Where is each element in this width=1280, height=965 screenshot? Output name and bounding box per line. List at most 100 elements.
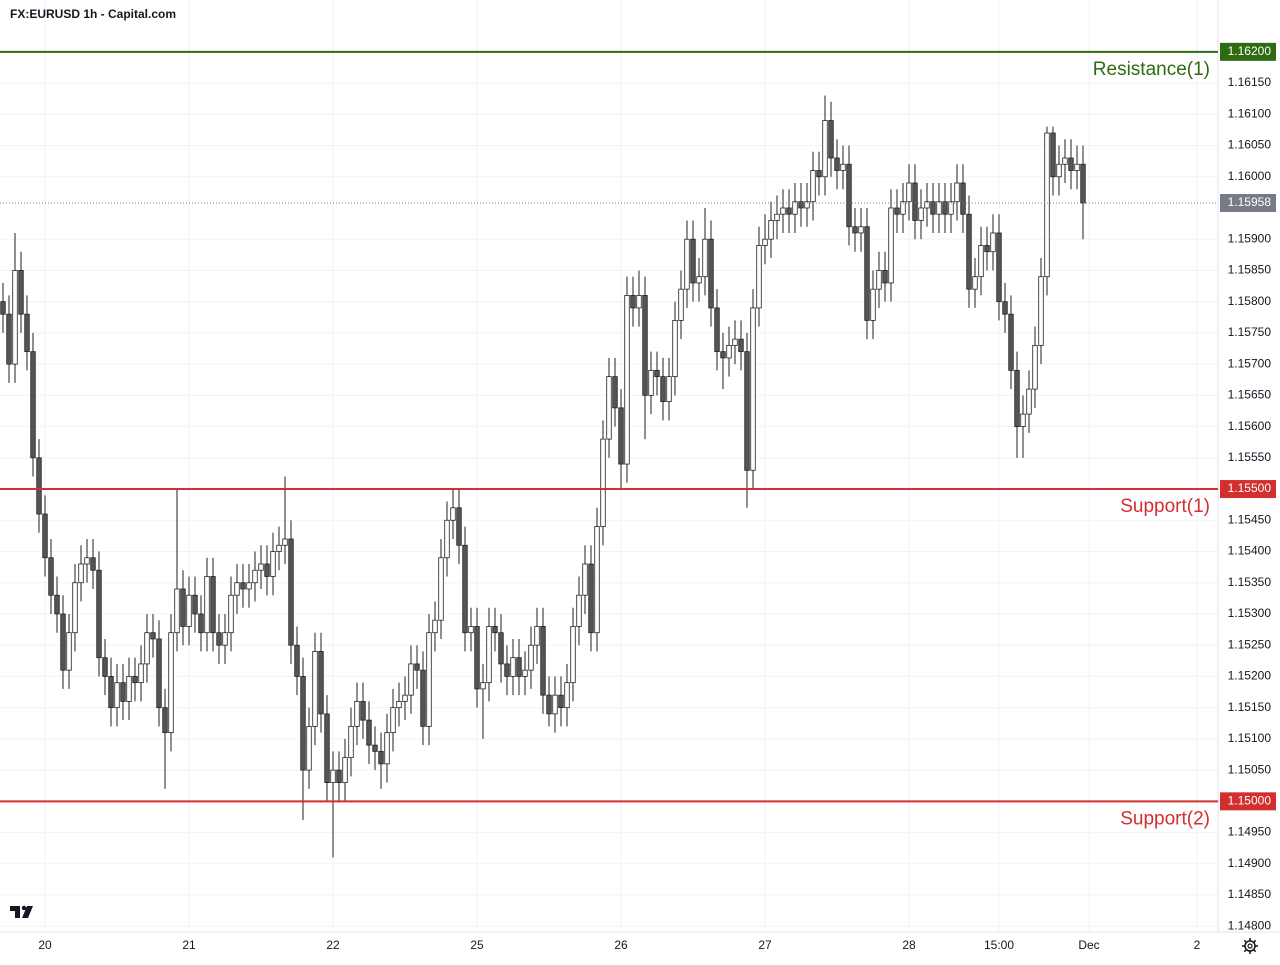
candle-body [198, 613, 204, 634]
candle-body [504, 663, 510, 677]
y-tick-label: 1.15100 [1228, 731, 1272, 745]
candle-body [762, 238, 768, 246]
y-tick-label: 1.14850 [1228, 887, 1272, 901]
y-tick-label: 1.14950 [1228, 825, 1272, 839]
candle-body [924, 201, 930, 209]
y-tick-label: 1.16050 [1228, 138, 1272, 152]
candle-body [1014, 369, 1020, 427]
candle-body [1026, 388, 1032, 415]
candle-body [30, 351, 36, 459]
candle-body [390, 707, 396, 734]
y-tick-label: 1.15050 [1228, 762, 1272, 776]
x-tick-label: 22 [326, 938, 340, 952]
candle-body [768, 220, 774, 240]
level-name: Resistance(1) [1093, 59, 1210, 80]
y-tick-label: 1.15400 [1228, 544, 1272, 558]
candle-body [582, 563, 588, 596]
candle-body [588, 563, 594, 634]
candle-body [600, 438, 606, 527]
candle-body [396, 701, 402, 709]
settings-icon[interactable] [1242, 938, 1258, 954]
candle-body [888, 207, 894, 284]
candle-body [360, 701, 366, 721]
candle-body [738, 338, 744, 353]
candle-body [636, 295, 642, 309]
candle-body [240, 582, 246, 590]
candle-body [60, 613, 66, 671]
y-tick-label: 1.15850 [1228, 263, 1272, 277]
candle-body [144, 632, 150, 665]
gear-hub [1247, 943, 1253, 949]
candle-body [954, 182, 960, 203]
candle-body [384, 732, 390, 765]
candle-body [42, 513, 48, 559]
candle-body [174, 588, 180, 634]
candle-body [1008, 313, 1014, 371]
candle-body [750, 307, 756, 471]
candle-body [780, 207, 786, 215]
y-tick-label: 1.15200 [1228, 669, 1272, 683]
candle-body [252, 569, 258, 584]
candle-body [882, 270, 888, 284]
level-badge [1220, 792, 1276, 811]
candle-body [948, 201, 954, 215]
candle-body [348, 725, 354, 759]
candle-body [156, 638, 162, 709]
candle-body [132, 676, 138, 684]
candle-body [696, 276, 702, 284]
x-tick-label: 25 [470, 938, 484, 952]
candle-body [18, 270, 24, 315]
candle-body [1068, 157, 1074, 171]
candle-body [516, 657, 522, 677]
candle-body [816, 170, 822, 178]
candle-body [294, 644, 300, 677]
candle-body [444, 519, 450, 559]
candle-body [570, 626, 576, 684]
x-tick-label: 26 [614, 938, 628, 952]
candle-body [894, 207, 900, 215]
candle-body [522, 669, 528, 677]
candle-body [804, 201, 810, 209]
candle-body [78, 563, 84, 584]
candle-body [282, 538, 288, 546]
candle-body [318, 651, 324, 715]
candle-body [1044, 132, 1050, 278]
candle-body [510, 657, 516, 677]
candle-body [840, 163, 846, 171]
candle-body [936, 201, 942, 215]
axes: 1.14800 1.14850 1.14900 1.14950 1.15050 1.151… [38, 42, 1276, 952]
y-tick-label: 1.15150 [1228, 700, 1272, 714]
candle-body [270, 551, 276, 577]
candle-body [276, 544, 282, 552]
candle-body [354, 701, 360, 727]
candle-body [168, 632, 174, 734]
candle-body [336, 769, 342, 783]
y-tick-label: 1.15300 [1228, 606, 1272, 620]
candle-body [960, 182, 966, 215]
candle-body [192, 594, 198, 615]
candle-body [858, 226, 864, 234]
candle-body [648, 369, 654, 396]
candle-body [606, 376, 612, 440]
y-tick-label: 1.14900 [1228, 856, 1272, 870]
candle-body [402, 694, 408, 702]
tv-logo[interactable] [8, 896, 38, 924]
candle-body [468, 626, 474, 634]
candle-body [366, 719, 372, 746]
candle-body [912, 182, 918, 221]
candle-body [90, 557, 96, 571]
y-tick-label: 1.15450 [1228, 512, 1272, 526]
candle-body [234, 582, 240, 596]
candle-body [114, 682, 120, 709]
candle-body [186, 594, 192, 627]
candle-body [462, 544, 468, 634]
candle-body [342, 757, 348, 783]
candle-body [786, 207, 792, 215]
candle-body [378, 750, 384, 765]
candle-body [684, 238, 690, 290]
y-tick-label: 1.16100 [1228, 106, 1272, 120]
candle-body [1074, 163, 1080, 171]
level-price-label: 1.15000 [1228, 794, 1272, 808]
candle-body [36, 457, 42, 515]
candle-body [654, 369, 660, 378]
